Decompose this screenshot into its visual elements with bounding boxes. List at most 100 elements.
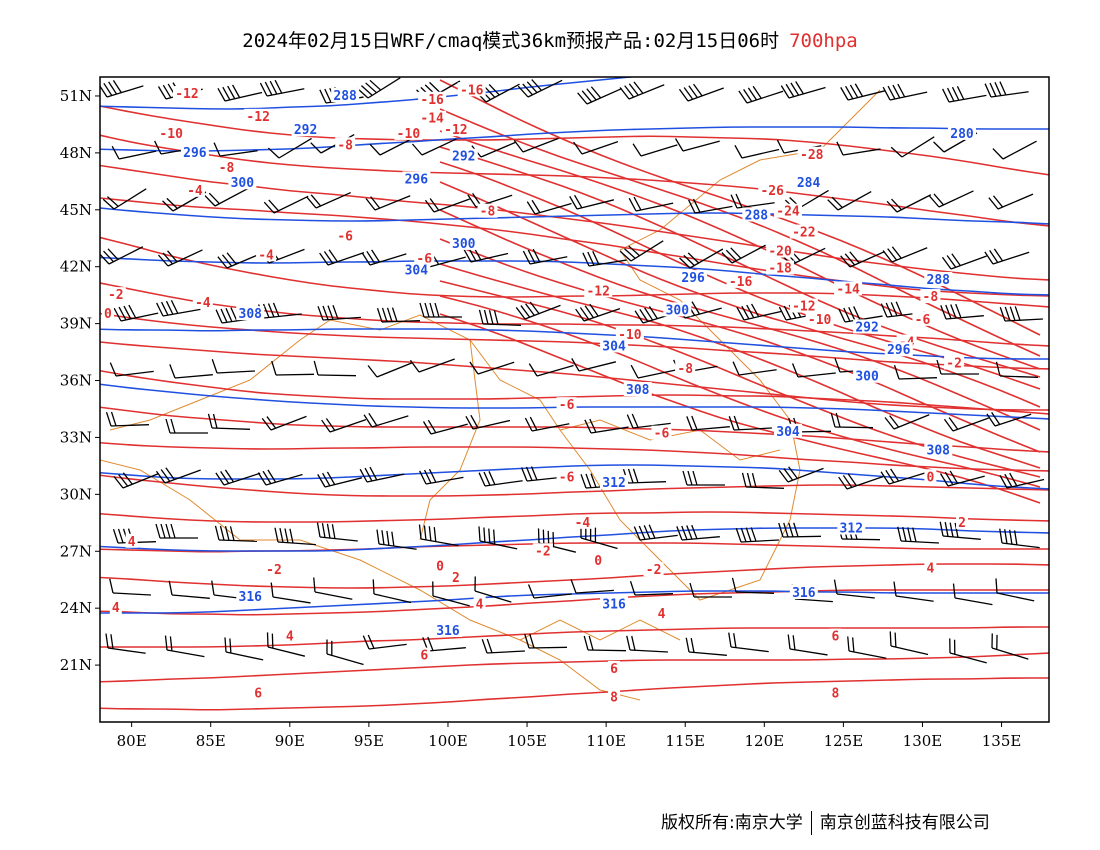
wind-barb [836,141,881,156]
lon-tick-label: 125E [824,732,864,750]
wind-barb [939,521,981,540]
wind-barb [628,196,674,212]
temperature-contour-label: 0 [104,307,112,322]
copyright-company: 南京创蓝科技有限公司 [819,813,990,833]
geopotential-contour-label: 296 [405,172,429,187]
wind-barb [155,467,201,484]
wind-barb [155,523,198,539]
wind-barb [365,195,411,211]
wind-barb [988,193,1034,210]
wind-barb [949,638,987,664]
wind-barb [940,303,984,320]
wind-barb [109,578,151,596]
temperature-contour [100,626,1049,648]
temperature-contour-label: 6 [610,662,618,677]
geopotential-contour-label: 288 [927,273,951,288]
lat-tick-label: 39N [60,315,92,333]
wind-barb [674,138,720,152]
wind-barb [780,81,826,99]
wind-barb [224,637,264,661]
temperature-contour-label: -6 [337,229,353,244]
wind-barb [838,473,884,490]
wind-barb [204,187,249,207]
boundary-line [419,339,481,541]
geopotential-contour-label: 316 [436,624,460,639]
temperature-contour-label: -4 [187,184,203,199]
wind-barb [478,471,523,487]
wind-barb [830,412,874,429]
temperature-contour [100,312,1049,370]
wind-barb [261,415,307,431]
wind-barb [734,144,780,159]
temperature-contour [100,511,1049,523]
geopotential-contour-label: 308 [927,444,951,459]
boundary-lines [100,89,881,701]
boundary-line [519,619,681,641]
wind-barb [306,191,351,209]
copyright-owner: 版权所有:南京大学 [661,813,803,833]
wind-barb [317,471,363,488]
wind-barb [169,364,213,379]
wind-barb [207,413,250,430]
lat-tick-label: 36N [60,372,92,390]
wind-barb [267,137,312,159]
wind-barb [995,361,1038,378]
temperature-contour-label: 8 [610,690,618,705]
wind-barb [840,83,886,101]
wind-barb [984,81,1029,98]
wind-barb [626,635,668,653]
wind-barb [313,360,357,377]
wind-barb [319,249,365,266]
temperature-contour-label: -8 [219,161,235,176]
wind-barb [619,81,665,100]
wind-barb [943,417,989,432]
lon-tick-label: 80E [117,732,147,750]
lon-tick-label: 110E [586,732,626,750]
temperature-contour-label: -12 [175,87,198,102]
wind-barb [316,522,358,542]
wind-barb [257,469,303,486]
temperature-contour-label: 6 [254,687,262,702]
temperature-contour [439,161,1041,390]
geopotential-contours [100,77,1049,614]
temperature-contour-label: -18 [768,262,792,277]
geopotential-contour-label: 300 [666,303,690,318]
footer-separator [810,811,812,835]
temperature-contour-label: -28 [800,148,824,163]
wind-barb [372,579,412,604]
wind-barb [992,140,1037,160]
wind-barb [736,303,782,321]
wind-barb [369,137,415,156]
wind-barb [419,302,462,318]
geopotential-contour [100,527,1049,552]
wind-barb [939,470,985,487]
temperature-contour-label: -12 [586,284,609,299]
wind-barb [840,250,885,268]
wind-barb [469,361,515,375]
temperature-contour-label: -4 [575,516,591,531]
wind-barb [630,364,676,379]
lon-tick-label: 85E [196,732,226,750]
temperature-contour [439,181,1041,408]
wind-barb [217,252,263,269]
geopotential-contour-label: 300 [452,237,476,252]
wind-barb [999,306,1043,322]
temperature-contour-label: -4 [258,248,274,263]
wind-barb [513,137,559,153]
temperature-contour-label: -8 [677,362,693,377]
copyright-footer: 版权所有:南京大学 南京创蓝科技有限公司 [661,808,990,835]
wind-barb [524,416,570,432]
wind-barb [165,418,208,434]
geopotential-contour [100,590,1049,614]
temperature-contour-label: -2 [646,563,662,578]
temperature-contour-label: 0 [594,554,602,569]
wind-barb [882,246,928,263]
temperature-contour-label: -2 [108,288,124,303]
wind-barb [524,633,568,649]
wind-barb [928,190,974,208]
wind-barb [679,248,724,269]
geopotential-contour [100,77,639,110]
wind-barb [688,198,733,214]
temperature-contour [100,282,1049,347]
